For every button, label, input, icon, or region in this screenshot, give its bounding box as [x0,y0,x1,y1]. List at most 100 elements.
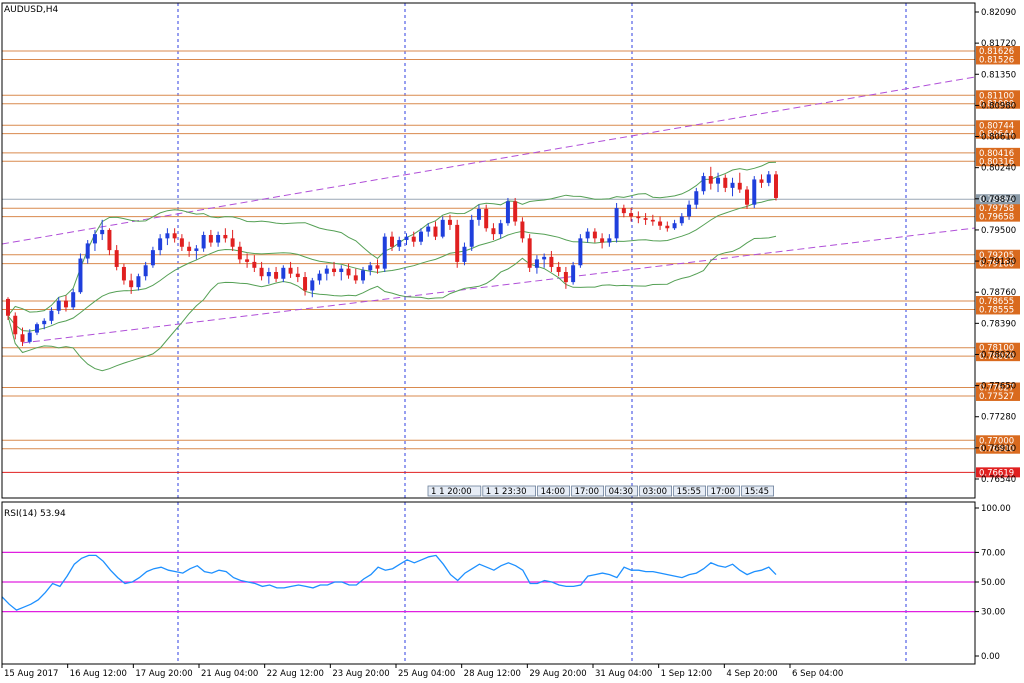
candle-body [513,201,518,222]
price-tick-label: 0.81350 [981,70,1016,80]
candle-body [774,174,778,198]
candle-body [27,332,32,342]
time-tick-label: 31 Aug 04:00 [595,669,652,679]
candle-body [223,234,228,239]
time-tick-label: 23 Aug 20:00 [332,669,389,679]
price-tick-label: 0.80240 [981,164,1016,174]
candle-body [462,246,467,262]
candle-body [230,238,235,247]
level-label: 0.81626 [979,47,1014,57]
level-label: 0.79758 [979,204,1014,214]
candle-body [259,267,264,277]
level-label-box [976,128,1020,139]
level-label-box [976,382,1020,393]
status-text: 17:00 [575,487,600,497]
level-label-box [976,296,1020,307]
candle-body [578,238,583,266]
candle-body [665,225,670,229]
candle-body [600,238,605,243]
candle-body [49,310,54,321]
candle-body [737,182,742,190]
candle-body [658,221,663,226]
price-tick-label: 0.82090 [981,8,1016,18]
chart-title: AUDUSD,H4 [4,5,59,15]
time-tick-label: 29 Aug 20:00 [529,669,586,679]
candle-body [745,189,750,205]
level-label: 0.79100 [979,260,1014,270]
candle-body [295,273,300,278]
candle-body [245,259,250,262]
time-tick-label: 16 Aug 12:00 [70,669,127,679]
candle-body [650,219,655,222]
candle-body [491,228,496,235]
level-label-box [976,120,1020,131]
rsi-tick-label: 30.00 [981,608,1005,618]
candle-body [418,231,423,242]
candle-body [179,238,184,247]
candle-body [498,223,503,235]
candle-body [216,234,221,243]
rsi-tick-label: 70.00 [981,548,1005,558]
candle-body [332,268,337,273]
candle-body [571,265,576,283]
candle-body [694,191,699,205]
candle-body [143,265,148,277]
candle-body [404,236,409,241]
rsi-line [1,554,777,611]
level-label: 0.78100 [979,344,1014,354]
level-label: 0.80744 [979,121,1014,131]
candle-body [361,270,366,281]
level-label: 0.79658 [979,213,1014,223]
price-tick-label: 0.79870 [981,195,1016,205]
candle-body [455,224,460,262]
status-text: 15:45 [745,487,770,497]
status-text: 1 1 20:00 [431,487,472,497]
candle-body [150,250,155,266]
status-cell [537,485,570,497]
price-tick-label: 0.77650 [981,382,1016,392]
time-tick-label: 6 Sep 04:00 [792,669,843,679]
candle-body [274,272,279,279]
level-layer: 0.816260.815260.811000.810000.807440.806… [2,46,1020,478]
candle-body [585,231,590,239]
candle-body [426,226,431,232]
candle-layer [6,166,778,347]
candle-body [85,243,90,259]
level-label: 0.77000 [979,436,1014,446]
candle-body [433,226,438,237]
level-label: 0.76900 [979,445,1014,455]
candle-body [107,229,112,251]
candle-body [411,236,416,242]
candle-body [42,320,47,325]
level-label: 0.81000 [979,100,1014,110]
price-tick-label: 0.79130 [981,257,1016,267]
candle-body [310,280,315,291]
candle-body [281,267,286,279]
candle-body [6,298,10,316]
candle-body [382,236,387,269]
rsi-tick-label: 100.00 [981,504,1011,514]
status-cell [571,485,604,497]
time-tick-label: 21 Aug 04:00 [201,669,258,679]
candle-body [368,265,373,271]
level-label-box [976,249,1020,260]
level-label: 0.81100 [979,91,1014,101]
level-label: 0.80644 [979,130,1014,140]
candle-body [201,234,206,249]
candle-body [63,300,68,308]
candle-body [324,268,329,274]
level-label-box [976,443,1020,454]
level-label-box [976,90,1020,101]
candle-body [766,174,771,183]
candle-body [687,204,692,217]
status-cell [673,485,706,497]
rsi-tick-label: 0.00 [981,652,1000,662]
price-tick-label: 0.76540 [981,475,1016,485]
candle-body [629,213,634,217]
price-tick-label: 0.77280 [981,413,1016,423]
bollinger-lower [7,235,777,372]
candle-body [252,261,257,268]
level-label-box [976,351,1020,362]
candle-body [165,233,170,239]
